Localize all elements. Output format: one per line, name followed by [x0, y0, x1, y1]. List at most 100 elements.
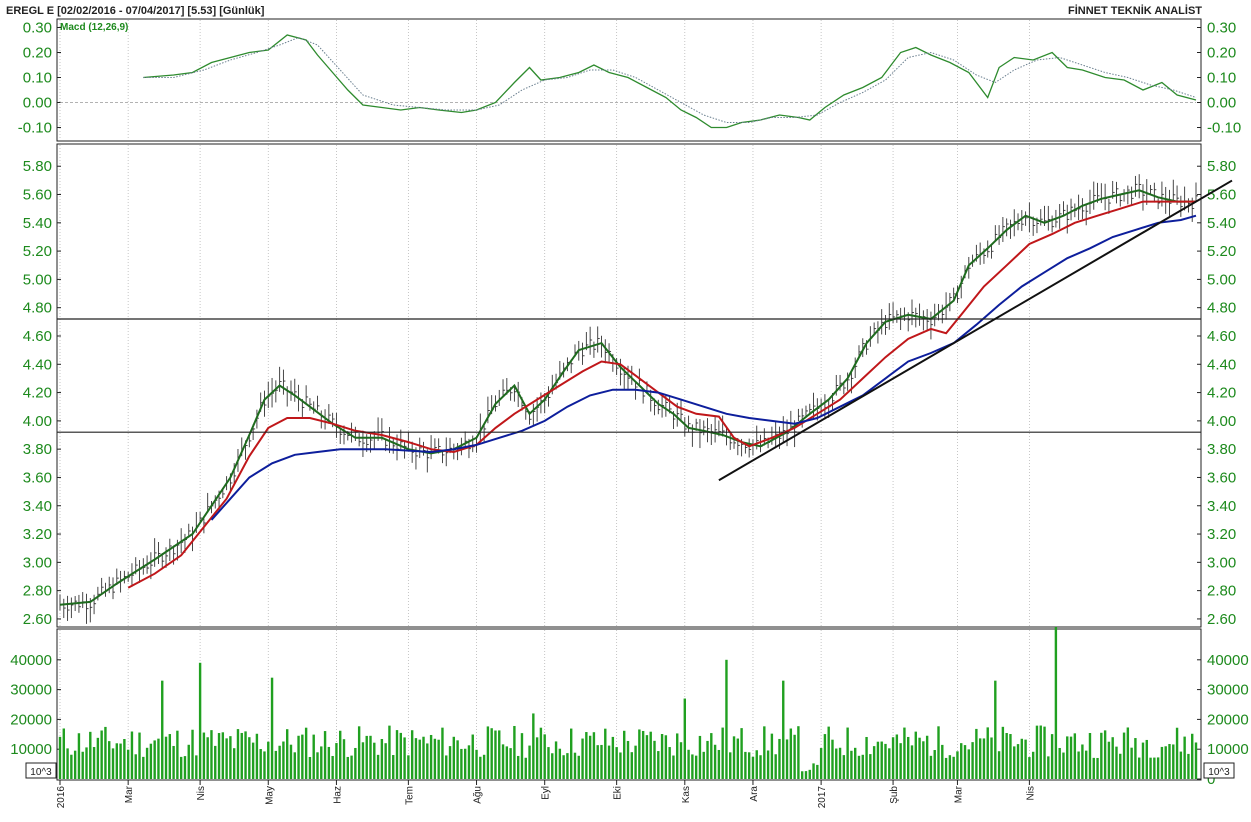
volume-bar: [210, 730, 213, 779]
volume-bar: [244, 731, 247, 779]
volume-bar: [123, 738, 126, 779]
volume-bar: [884, 743, 887, 779]
volume-bar: [1005, 733, 1008, 779]
volume-bar: [577, 755, 580, 779]
volume-bar: [1103, 730, 1107, 779]
volume-bar: [1001, 726, 1005, 779]
volume-bar: [679, 742, 683, 779]
macd-y-axis: 0.30 0.20 0.10 0.00 -0.10 0.30 0.20 0.10 0.00 -0.…: [18, 20, 1241, 137]
volume-bar: [198, 662, 202, 779]
volume-bar: [623, 730, 626, 779]
volume-bar: [240, 732, 243, 779]
volume-bar: [861, 754, 864, 779]
volume-bar: [467, 745, 471, 779]
volume-bar: [232, 748, 236, 779]
volume-bar: [157, 738, 160, 779]
volume-bar: [490, 728, 493, 779]
volume-bar: [854, 747, 857, 779]
volume-bar: [876, 741, 880, 779]
volume-bar: [111, 748, 115, 779]
volume-bar: [520, 733, 524, 779]
volume-bar: [1130, 747, 1133, 779]
volume-bar: [202, 732, 206, 779]
volume-bar: [1194, 742, 1198, 779]
volume-bar: [445, 755, 448, 779]
volume-bar: [456, 740, 459, 779]
price-tick-left-16: 2.60: [23, 611, 52, 628]
volume-bar: [263, 751, 266, 779]
volume-bar: [1153, 757, 1156, 779]
price-tick-right-12: 3.40: [1207, 498, 1236, 515]
volume-bar: [997, 751, 1001, 779]
volume-bar: [119, 743, 122, 779]
volume-bar: [1077, 751, 1080, 779]
volume-bar: [554, 741, 558, 779]
volume-bar: [482, 754, 486, 779]
price-line-ma_short: [59, 189, 1196, 606]
volume-bar: [104, 726, 107, 779]
volume-bar: [304, 727, 308, 779]
volume-tick-right-1: 30000: [1207, 682, 1249, 699]
volume-bar: [925, 735, 929, 779]
chart-header-left: EREGL E [02/02/2016 - 07/04/2017] [5.53]…: [6, 5, 265, 17]
price-tick-left-4: 5.00: [23, 271, 52, 288]
volume-bar: [600, 744, 603, 779]
volume-bar: [850, 750, 853, 779]
volume-bar: [403, 737, 406, 779]
volume-bar: [823, 734, 827, 779]
volume-bar: [782, 680, 785, 779]
volume-bar: [164, 736, 168, 779]
volume-unit-box-left: 10^3: [25, 762, 57, 779]
volume-bar: [1111, 737, 1114, 779]
x-tick-label-6: Ağu: [473, 786, 484, 804]
volume-bar: [657, 751, 660, 779]
volume-bar: [1122, 732, 1126, 779]
volume-bar: [501, 744, 505, 779]
volume-bar: [479, 756, 482, 779]
volume-bar: [937, 726, 940, 779]
volume-bar: [373, 742, 376, 779]
volume-tick-left-1: 30000: [10, 682, 52, 699]
volume-bar: [149, 743, 153, 779]
volume-bar: [952, 756, 955, 779]
x-tick-label-9: Kas: [681, 786, 692, 803]
volume-bar: [948, 755, 952, 779]
volume-bar: [361, 742, 365, 779]
volume-bar: [1141, 742, 1145, 779]
volume-bar: [842, 755, 846, 779]
volume-bar: [630, 752, 633, 779]
volume-bar: [429, 734, 433, 779]
volume-y-axis: 40000 30000 20000 10000 40000 30000 20000 10000…: [10, 652, 1248, 788]
macd-line-macd: [143, 34, 1197, 129]
volume-bar: [543, 734, 546, 779]
price-moving-averages: [59, 189, 1197, 606]
volume-bar: [857, 755, 861, 779]
macd-tick-left-4: -0.10: [18, 120, 52, 137]
volume-bar: [763, 726, 766, 779]
volume-bar: [509, 748, 512, 779]
volume-bar: [433, 738, 437, 779]
x-tick-label-12: Şub: [889, 786, 900, 804]
volume-bar: [1183, 736, 1186, 779]
price-tick-right-6: 4.60: [1207, 328, 1236, 345]
volume-bar: [1115, 746, 1118, 779]
price-tick-right-1: 5.60: [1207, 187, 1236, 204]
price-line-ma_mid: [127, 200, 1196, 589]
volume-bars: [58, 627, 1198, 779]
volume-bar: [676, 733, 679, 779]
volume-bar: [800, 771, 804, 779]
volume-bar: [880, 741, 883, 779]
volume-bar: [1031, 751, 1035, 779]
volume-bar: [732, 736, 736, 779]
volume-bar: [282, 741, 285, 779]
volume-bar: [327, 746, 331, 779]
volume-bar: [967, 749, 970, 779]
volume-bar: [513, 725, 516, 779]
price-tick-right-10: 3.80: [1207, 441, 1236, 458]
volume-bar: [694, 755, 698, 779]
macd-tick-right-1: 0.20: [1207, 45, 1236, 62]
volume-bar: [486, 726, 490, 779]
x-tick-label-3: May: [264, 786, 275, 805]
price-tick-left-3: 5.20: [23, 243, 52, 260]
price-tick-left-0: 5.80: [23, 158, 52, 175]
